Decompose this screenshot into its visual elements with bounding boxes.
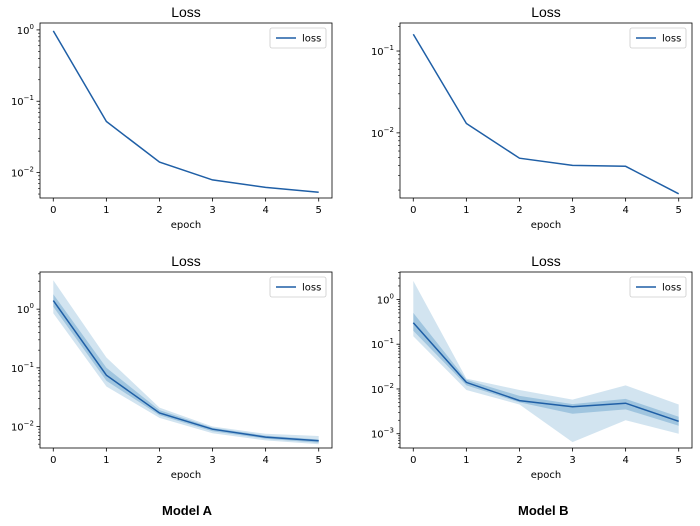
legend-box <box>269 27 327 49</box>
band-0 <box>53 280 319 445</box>
x-tick-label: 1 <box>103 205 109 216</box>
x-tick-label: 1 <box>463 455 469 466</box>
caption-model-b: Model B <box>518 503 569 518</box>
series-line-0 <box>412 33 680 195</box>
chart-title: Loss <box>531 253 561 269</box>
y-tick-label: 100 <box>17 23 34 37</box>
y-tick-label: 10−2 <box>11 166 34 180</box>
legend-label: loss <box>302 283 321 294</box>
x-tick-label: 2 <box>156 205 162 216</box>
x-tick-label: 5 <box>676 205 682 216</box>
chart-2: Loss 100 10−1 10−2 0 1 2 3 4 5 epoch loss <box>11 253 333 481</box>
x-tick-label: 2 <box>156 455 162 466</box>
x-tick-label: 0 <box>50 455 56 466</box>
legend-label: loss <box>662 34 681 45</box>
plot-area <box>412 33 680 195</box>
axes-frame <box>39 271 333 449</box>
y-tick-label: 100 <box>17 302 34 316</box>
band-0 <box>413 280 679 443</box>
x-tick-label: 2 <box>516 205 522 216</box>
y-tick-label: 10−3 <box>371 427 394 441</box>
y-tick-label: 100 <box>377 292 394 306</box>
x-axis-label: epoch <box>171 470 201 481</box>
axes-frame <box>399 22 693 199</box>
chart-title: Loss <box>171 4 201 20</box>
x-tick-label: 2 <box>516 455 522 466</box>
legend: loss <box>269 27 327 49</box>
x-tick-label: 3 <box>569 205 575 216</box>
x-tick-label: 4 <box>262 205 268 216</box>
x-tick-label: 5 <box>316 455 322 466</box>
plot-area <box>52 280 319 445</box>
y-tick-label: 10−2 <box>371 382 394 396</box>
x-tick-label: 4 <box>622 205 628 216</box>
band-1 <box>53 294 319 443</box>
y-tick-label: 10−2 <box>371 126 394 140</box>
x-tick-label: 1 <box>103 455 109 466</box>
x-tick-label: 5 <box>676 455 682 466</box>
legend: loss <box>269 276 327 298</box>
legend-label: loss <box>302 34 321 45</box>
axes-frame <box>399 271 693 449</box>
series-line-0 <box>52 30 319 193</box>
series-line-0 <box>52 300 319 442</box>
chart-title: Loss <box>171 253 201 269</box>
x-tick-label: 0 <box>410 455 416 466</box>
x-tick-label: 5 <box>316 205 322 216</box>
x-tick-label: 3 <box>209 455 215 466</box>
chart-title: Loss <box>531 4 561 20</box>
x-tick-label: 0 <box>410 205 416 216</box>
x-tick-label: 1 <box>463 205 469 216</box>
x-axis-label: epoch <box>171 220 201 231</box>
x-tick-label: 4 <box>622 455 628 466</box>
x-axis-label: epoch <box>531 470 561 481</box>
chart-0: Loss 100 10−1 10−2 0 1 2 3 4 5 epoch loss <box>11 4 333 231</box>
y-tick-label: 10−2 <box>11 419 34 433</box>
chart-3: Loss 100 10−1 10−2 10−3 0 1 2 3 4 5 epoch loss <box>371 253 693 481</box>
x-axis-label: epoch <box>531 220 561 231</box>
legend-box <box>269 276 327 298</box>
y-tick-label: 10−1 <box>11 361 34 375</box>
axes-frame <box>39 22 333 199</box>
legend: loss <box>629 27 687 49</box>
plot-area <box>412 280 679 443</box>
x-tick-label: 3 <box>209 205 215 216</box>
x-tick-label: 0 <box>50 205 56 216</box>
y-tick-label: 10−1 <box>11 94 34 108</box>
caption-model-a: Model A <box>162 503 213 518</box>
legend: loss <box>629 276 687 298</box>
x-tick-label: 3 <box>569 455 575 466</box>
y-tick-label: 10−1 <box>371 44 394 58</box>
legend-label: loss <box>662 283 681 294</box>
legend-box <box>629 276 687 298</box>
chart-1: Loss 10−1 10−2 0 1 2 3 4 5 epoch loss <box>371 4 693 231</box>
x-tick-label: 4 <box>262 455 268 466</box>
plot-area <box>52 30 319 193</box>
series-line-0 <box>412 322 679 423</box>
y-tick-label: 10−1 <box>371 337 394 351</box>
legend-box <box>629 27 687 49</box>
